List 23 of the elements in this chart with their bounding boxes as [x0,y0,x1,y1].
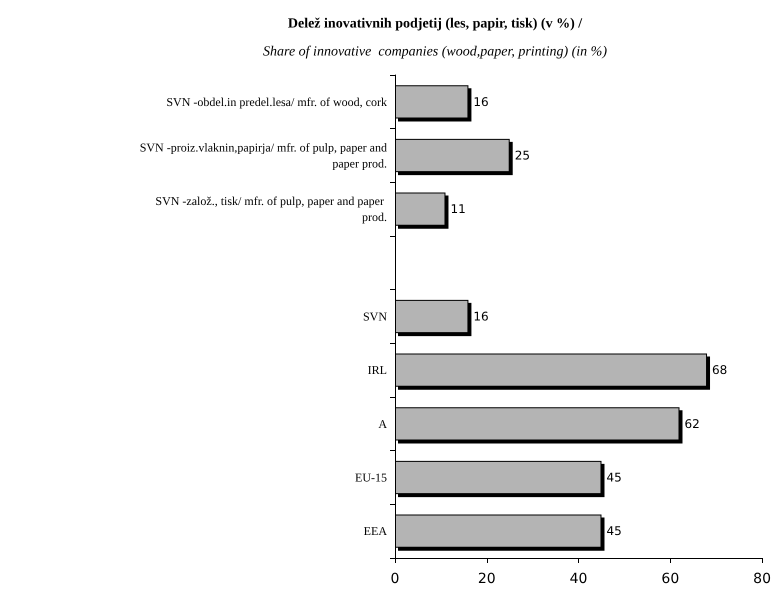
chart-subtitle: Share of innovative companies (wood,paper, printing) (in %) [263,44,608,60]
chart-title: Delež inovativnih podjetij (les, papir, tisk) (v %) / [288,16,584,32]
y-tick-label: SVN -založ., tisk/ mfr. of pulp, paper and paper prod. [155,194,387,224]
y-tick-label: SVN [362,310,388,324]
data-label: 62 [684,416,700,431]
x-tick-label: 80 [753,571,772,587]
y-tick-label: EEA [364,524,388,538]
y-tick-label: SVN -obdel.in predel.lesa/ mfr. of wood, cork [166,94,387,109]
data-label: 68 [712,363,728,378]
data-label: 16 [473,94,489,109]
data-label: 11 [450,202,466,216]
x-tick-label: 20 [478,571,496,587]
y-tick-label: A [378,416,388,431]
x-tick-label: 60 [661,571,680,587]
data-label: 25 [514,148,530,162]
data-label: 16 [473,310,489,324]
y-tick-label: IRL [368,363,387,378]
data-label: 45 [606,470,622,484]
y-tick-label: EU-15 [355,470,387,484]
data-label: 45 [606,524,622,538]
y-tick-label: SVN -proiz.vlaknin,papirja/ mfr. of pulp, paper and paper prod. [140,140,387,170]
x-tick-label: 0 [390,571,400,587]
x-tick-label: 40 [570,571,588,587]
